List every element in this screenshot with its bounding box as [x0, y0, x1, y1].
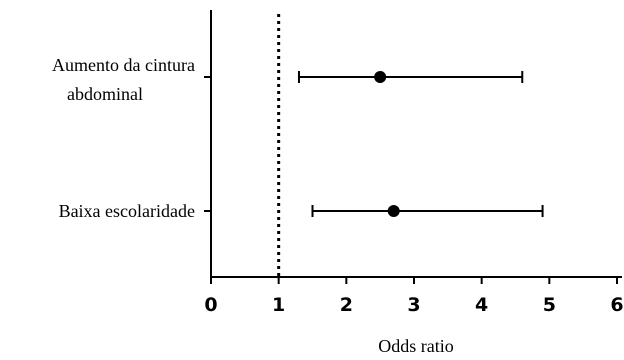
forest-rows: Aumento da cintura abdominal Baixa escolar…: [52, 55, 544, 221]
axes: [210, 10, 622, 278]
odds-ratio-point: [374, 71, 387, 83]
x-ticks: 0 1 2 3 4 5 6: [204, 277, 624, 316]
odds-ratio-point: [387, 205, 400, 217]
forest-row: Aumento da cintura abdominal: [52, 55, 524, 104]
forest-row: Baixa escolaridade: [59, 201, 544, 221]
category-label: Baixa escolaridade: [59, 201, 195, 221]
x-tick-label: 1: [272, 294, 285, 316]
category-label: Aumento da cintura: [52, 55, 195, 75]
x-tick-label: 5: [543, 294, 556, 316]
x-tick-label: 4: [475, 294, 488, 316]
x-tick-label: 3: [407, 294, 420, 316]
x-axis-title: Odds ratio: [378, 336, 454, 356]
x-tick-label: 0: [204, 294, 217, 316]
x-tick-label: 6: [610, 294, 623, 316]
category-label: abdominal: [67, 84, 143, 104]
x-tick-label: 2: [340, 294, 353, 316]
